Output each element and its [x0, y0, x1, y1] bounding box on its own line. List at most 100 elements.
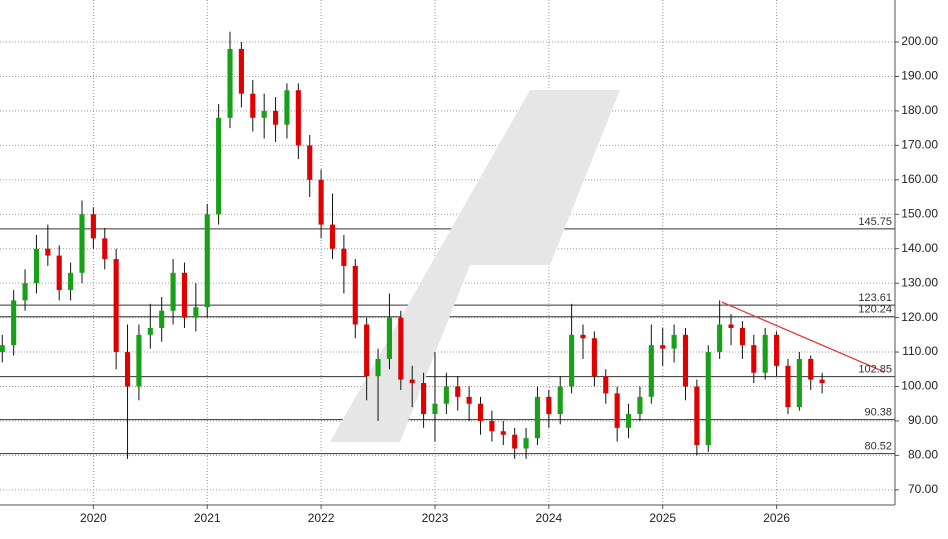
candle-body: [79, 214, 85, 273]
candle-body: [22, 283, 28, 301]
y-tick-label: 180.00: [901, 103, 938, 117]
candle-body: [477, 403, 484, 421]
candle-body: [102, 238, 108, 260]
level-label: 102.85: [858, 364, 892, 376]
candle-body: [329, 224, 336, 249]
candle-body: [432, 403, 438, 415]
level-label: 145.75: [858, 216, 892, 228]
candle-body: [113, 259, 119, 353]
y-tick-label: 170.00: [901, 138, 938, 152]
candle-body: [637, 396, 643, 415]
candle-body: [751, 345, 757, 373]
x-tick-label: 2023: [422, 511, 449, 525]
candle-body: [170, 272, 176, 311]
candle-body: [227, 48, 233, 118]
level-label: 123.61: [858, 292, 892, 304]
candle-body: [216, 117, 222, 215]
candle-body: [11, 300, 17, 346]
candle-body: [398, 317, 404, 380]
y-tick-label: 90.00: [908, 413, 938, 427]
candle-body: [352, 265, 358, 325]
candle-body: [341, 248, 347, 266]
candle-body: [455, 386, 461, 397]
candle-body: [193, 307, 199, 318]
candle-body: [386, 317, 392, 359]
candle-body: [295, 90, 301, 146]
x-tick-label: 2022: [308, 511, 335, 525]
candle-body: [318, 179, 324, 225]
y-tick-label: 150.00: [901, 206, 938, 220]
x-tick-label: 2026: [763, 511, 790, 525]
x-tick-label: 2020: [80, 511, 107, 525]
candle-body: [625, 414, 632, 428]
candle-body: [580, 334, 586, 339]
x-tick-label: 2025: [649, 511, 676, 525]
candle-body: [56, 255, 62, 291]
y-tick-label: 160.00: [901, 172, 938, 186]
candle-body: [68, 272, 74, 291]
y-tick-label: 120.00: [901, 310, 938, 324]
candle-body: [591, 338, 597, 377]
candle-body: [512, 434, 518, 449]
y-tick-label: 200.00: [901, 34, 938, 48]
candle-body: [45, 248, 51, 256]
candle-body: [603, 376, 609, 394]
candle-body: [671, 334, 677, 349]
y-tick-label: 140.00: [901, 241, 938, 255]
x-tick-label: 2021: [194, 511, 221, 525]
candle-body: [0, 345, 5, 353]
candle-body: [682, 334, 689, 387]
candle-body: [364, 324, 370, 377]
candle-body: [785, 365, 791, 408]
candle-body: [523, 438, 529, 449]
candle-body: [136, 334, 142, 387]
candle-body: [489, 420, 495, 432]
candle-body: [808, 358, 814, 380]
y-tick-label: 110.00: [902, 344, 938, 358]
candle-body: [660, 345, 666, 349]
candle-body: [124, 352, 131, 387]
level-label: 80.52: [864, 441, 892, 453]
candle-body: [409, 379, 415, 384]
candle-body: [774, 334, 780, 366]
candle-body: [648, 345, 654, 397]
candle-body: [250, 93, 256, 118]
candle-body: [238, 48, 244, 94]
candle-body: [159, 310, 165, 328]
candle-body: [717, 324, 723, 353]
candle-body: [466, 396, 472, 404]
y-tick-label: 190.00: [901, 69, 938, 83]
candle-body: [147, 327, 153, 335]
candle-body: [819, 379, 825, 384]
y-tick-label: 100.00: [901, 379, 938, 393]
candle-body: [33, 248, 39, 284]
candle-body: [204, 214, 210, 308]
y-tick-label: 80.00: [908, 448, 938, 462]
y-tick-label: 70.00: [908, 482, 938, 496]
candle-body: [500, 431, 506, 435]
candle-body: [762, 334, 768, 373]
candle-body: [284, 90, 290, 125]
candle-body: [614, 393, 620, 428]
candle-body: [307, 145, 313, 180]
level-label: 90.38: [864, 407, 892, 419]
candle-body: [90, 214, 96, 239]
plot: [0, 31, 885, 459]
candle-body: [181, 272, 188, 318]
candle-body: [705, 352, 711, 446]
candle-body: [546, 396, 552, 415]
candle-body: [261, 110, 267, 118]
candle-body: [272, 110, 279, 125]
x-tick-label: 2024: [535, 511, 562, 525]
candle-body: [694, 386, 700, 446]
y-tick-label: 130.00: [901, 275, 938, 289]
candle-body: [421, 383, 427, 415]
candle-body: [739, 327, 745, 346]
candle-body: [796, 358, 802, 408]
candle-body: [728, 324, 734, 328]
trend-line: [721, 301, 885, 373]
candle-body: [534, 396, 541, 439]
candle-body: [443, 386, 449, 404]
